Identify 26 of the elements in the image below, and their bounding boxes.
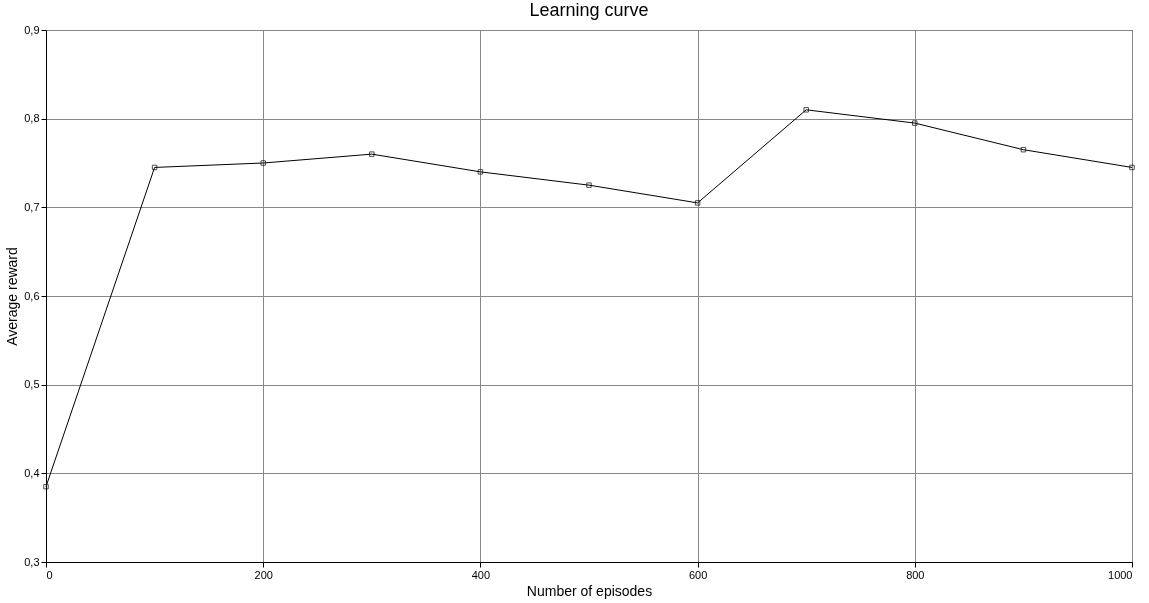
point (1129, 164, 1135, 171)
x-axis-title: Number of episodes (526, 582, 653, 599)
y-tick-label: 0,7 (24, 200, 40, 213)
x-tick-label: 0 (46, 568, 53, 581)
x-tick-label: 600 (688, 568, 708, 581)
point (1020, 146, 1027, 153)
x-tick-label: 1000 (1108, 568, 1133, 581)
x-tick-label: 800 (906, 568, 925, 581)
y-tick-label: 0,3 (24, 555, 40, 568)
point (477, 169, 484, 175)
point (694, 200, 701, 206)
point (586, 182, 592, 188)
x-tick-label: 200 (254, 568, 273, 581)
point (43, 483, 49, 490)
point (912, 120, 918, 126)
y-tick-label: 0,9 (24, 23, 40, 36)
y-tick-label: 0,4 (24, 466, 40, 479)
y-tick-label: 0,6 (24, 289, 40, 302)
y-axis-title: Average reward (4, 247, 21, 346)
chart-title: Learning curve (529, 0, 649, 20)
y-tick-label: 0,8 (24, 112, 40, 125)
x-tick-label: 400 (471, 568, 491, 581)
point (803, 107, 809, 113)
point (260, 160, 266, 166)
y-tick-label: 0,5 (24, 378, 40, 391)
point (369, 151, 375, 157)
